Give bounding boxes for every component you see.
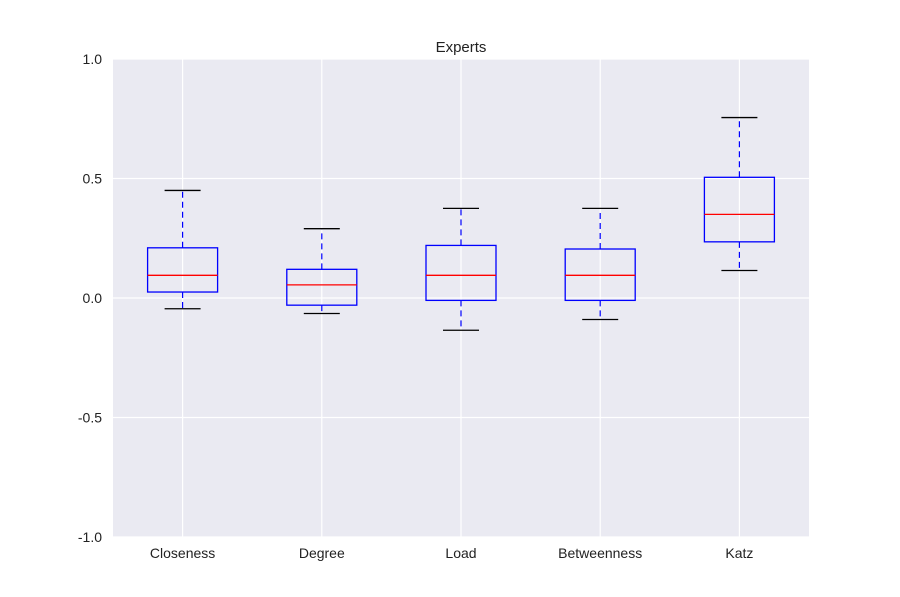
box-series [146,116,776,331]
x-tick-label: Betweenness [558,545,642,561]
iqr-box [425,244,497,302]
x-tick-label: Closeness [150,545,215,561]
x-axis-ticks: Closeness Degree Load Betweenness Katz [150,545,753,561]
iqr-box [286,268,358,306]
box-load [425,207,497,331]
box-betweenness [564,207,636,321]
chart-title: Experts [436,39,487,56]
y-axis-ticks: -1.0 -0.5 0.0 0.5 1.0 [78,51,102,545]
grid-lines [113,58,809,538]
box-katz [703,116,776,272]
x-tick-label: Degree [299,545,345,561]
x-tick-label: Load [445,545,476,561]
y-tick-label: -1.0 [78,529,102,545]
y-tick-label: 1.0 [83,51,103,67]
box-closeness [146,189,219,310]
box-degree [286,228,358,315]
y-tick-label: 0.5 [83,171,103,187]
y-tick-label: -0.5 [78,410,102,426]
iqr-box [703,176,776,243]
y-tick-label: 0.0 [83,290,103,306]
x-tick-label: Katz [725,545,753,561]
iqr-box [146,247,219,293]
